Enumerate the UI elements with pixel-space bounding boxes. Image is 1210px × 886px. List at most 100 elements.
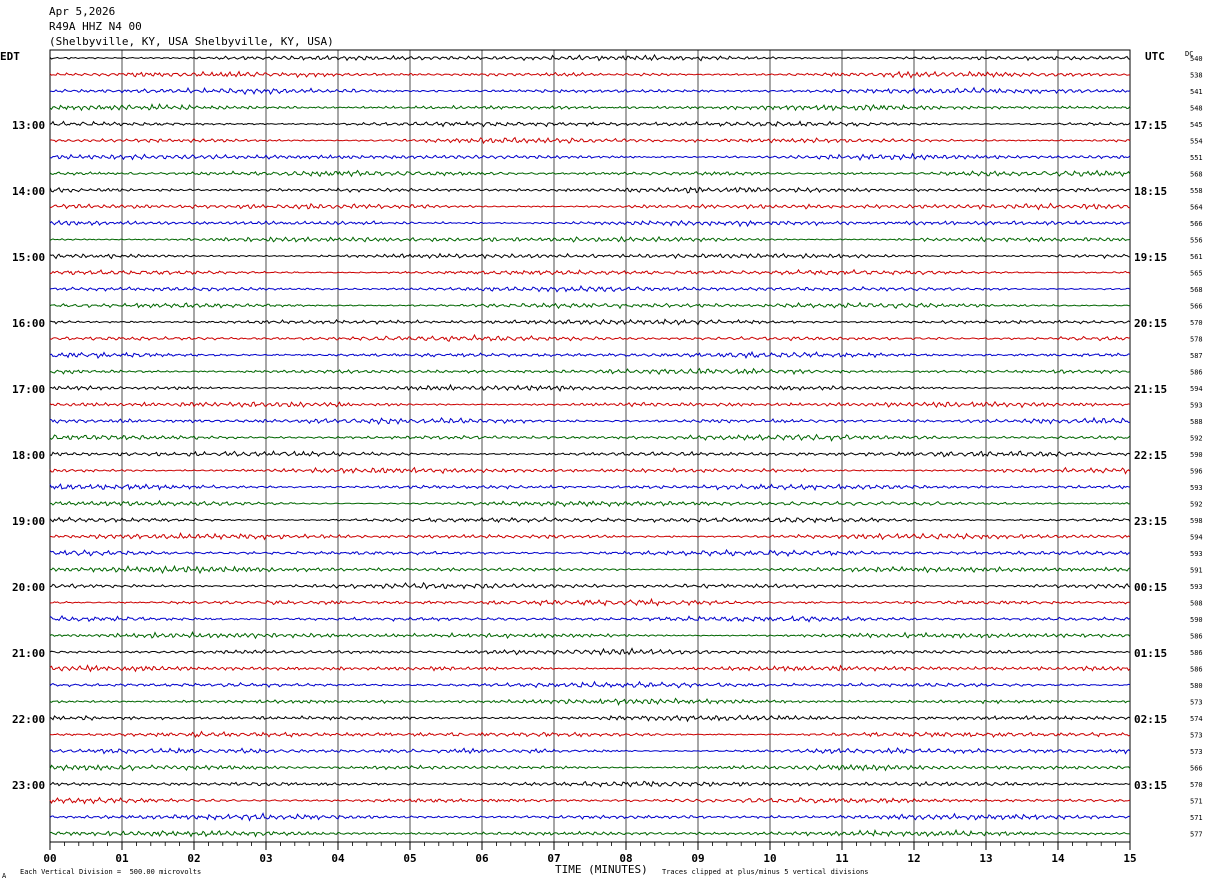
dc-offset-label: 556 — [1190, 237, 1203, 245]
seismic-trace — [49, 333, 1131, 343]
seismic-trace — [49, 103, 1131, 112]
left-hour-label: 21:00 — [12, 647, 45, 660]
seismic-trace — [49, 581, 1131, 590]
dc-offset-label: 548 — [1190, 105, 1203, 113]
seismic-trace — [49, 499, 1130, 508]
seismic-trace — [49, 186, 1131, 194]
dc-offset-label: 508 — [1190, 600, 1203, 608]
seismic-trace — [49, 367, 1131, 376]
left-hour-label: 20:00 — [12, 581, 45, 594]
dc-offset-label: 554 — [1190, 138, 1203, 146]
dc-offset-label: 590 — [1190, 616, 1203, 624]
x-tick-label: 10 — [763, 852, 776, 865]
seismic-trace — [49, 780, 1131, 788]
dc-offset-label: 551 — [1190, 154, 1203, 162]
plot-date: Apr 5,2026 — [49, 5, 116, 18]
dc-offset-label: 568 — [1190, 286, 1203, 294]
plot-frame — [49, 49, 1131, 843]
seismic-trace — [49, 268, 1131, 276]
x-tick-label: 12 — [907, 852, 920, 865]
station-channel: R49A HHZ N4 00 — [49, 20, 142, 33]
right-hour-label: 21:15 — [1134, 383, 1167, 396]
seismic-trace — [49, 235, 1131, 243]
dc-offset-label: 573 — [1190, 748, 1203, 756]
right-hour-label: 19:15 — [1134, 251, 1167, 264]
dc-offset-label: 593 — [1190, 484, 1203, 492]
left-hour-label: 23:00 — [12, 779, 45, 792]
dc-offset-label: 565 — [1190, 270, 1203, 278]
right-hour-label: 00:15 — [1134, 581, 1167, 594]
x-tick-label: 04 — [331, 852, 345, 865]
dc-offset-label: 592 — [1190, 435, 1203, 443]
dc-offset-label: 561 — [1190, 253, 1203, 261]
right-hour-label: 20:15 — [1134, 317, 1167, 330]
dc-offset-label: 541 — [1190, 88, 1203, 96]
x-tick-label: 09 — [691, 852, 704, 865]
seismic-trace — [49, 318, 1131, 326]
dc-offset-label: 594 — [1190, 534, 1203, 542]
dc-offset-label: 593 — [1190, 402, 1203, 410]
seismic-trace — [49, 548, 1131, 557]
seismic-trace — [49, 564, 1131, 575]
dc-offset-label: 545 — [1190, 121, 1203, 129]
seismic-trace — [49, 812, 1131, 822]
dc-offset-label: 587 — [1190, 352, 1203, 360]
right-hour-label: 03:15 — [1134, 779, 1167, 792]
x-tick-label: 00 — [43, 852, 56, 865]
seismic-trace — [49, 796, 1131, 805]
x-tick-label: 01 — [115, 852, 129, 865]
station-location: (Shelbyville, KY, USA Shelbyville, KY, U… — [49, 35, 334, 48]
seismic-trace — [49, 120, 1131, 128]
dc-offset-label: 586 — [1190, 666, 1203, 674]
seismic-trace — [49, 631, 1131, 640]
dc-offset-header: DC — [1185, 50, 1194, 58]
seismic-trace — [49, 828, 1131, 838]
right-hour-label: 02:15 — [1134, 713, 1167, 726]
right-hour-label: 18:15 — [1134, 185, 1167, 198]
seismic-trace — [49, 350, 1131, 359]
x-tick-label: 15 — [1123, 852, 1136, 865]
dc-offset-label: 566 — [1190, 765, 1203, 773]
seismic-trace — [49, 483, 1131, 492]
dc-offset-label: 564 — [1190, 204, 1203, 212]
scale-note: Each Vertical Division = 500.00 microvol… — [20, 868, 202, 876]
dc-offset-label: 593 — [1190, 550, 1203, 558]
dc-offset-label: 570 — [1190, 781, 1203, 789]
clip-note: Traces clipped at plus/minus 5 vertical … — [662, 868, 869, 876]
seismic-trace — [49, 597, 1130, 607]
left-hour-label: 15:00 — [12, 251, 45, 264]
x-tick-label: 05 — [403, 852, 416, 865]
x-tick-label: 03 — [259, 852, 272, 865]
seismic-trace — [49, 647, 1131, 656]
seismic-trace — [49, 383, 1131, 392]
left-hour-label: 22:00 — [12, 713, 45, 726]
dc-offset-label: 574 — [1190, 715, 1203, 723]
seismic-trace — [49, 615, 1131, 623]
left-hour-label: 16:00 — [12, 317, 45, 330]
seismic-trace — [49, 400, 1131, 409]
dc-offset-label: 596 — [1190, 468, 1203, 476]
dc-offset-label: 593 — [1190, 583, 1203, 591]
dc-offset-label: 588 — [1190, 418, 1203, 426]
right-hour-label: 01:15 — [1134, 647, 1167, 660]
left-timezone-label: EDT — [0, 50, 20, 63]
seismic-trace — [49, 252, 1131, 260]
x-tick-label: 02 — [187, 852, 200, 865]
seismic-trace — [49, 70, 1131, 79]
seismic-trace — [49, 730, 1131, 739]
trace-layer — [49, 53, 1131, 838]
seismic-trace — [49, 136, 1131, 145]
dc-offset-label: 580 — [1190, 682, 1203, 690]
seismic-trace — [49, 714, 1131, 723]
seismic-trace — [49, 532, 1131, 541]
seismic-trace — [49, 466, 1131, 475]
x-axis-label: TIME (MINUTES) — [555, 863, 648, 876]
dc-offset-label: 586 — [1190, 649, 1203, 657]
seismic-trace — [49, 747, 1131, 755]
dc-offset-label: 598 — [1190, 517, 1203, 525]
dc-offset-label: 558 — [1190, 187, 1203, 195]
seismic-trace — [49, 450, 1131, 458]
x-tick-label: 13 — [979, 852, 992, 865]
dc-offset-label: 573 — [1190, 699, 1203, 707]
dc-offset-label: 590 — [1190, 451, 1203, 459]
